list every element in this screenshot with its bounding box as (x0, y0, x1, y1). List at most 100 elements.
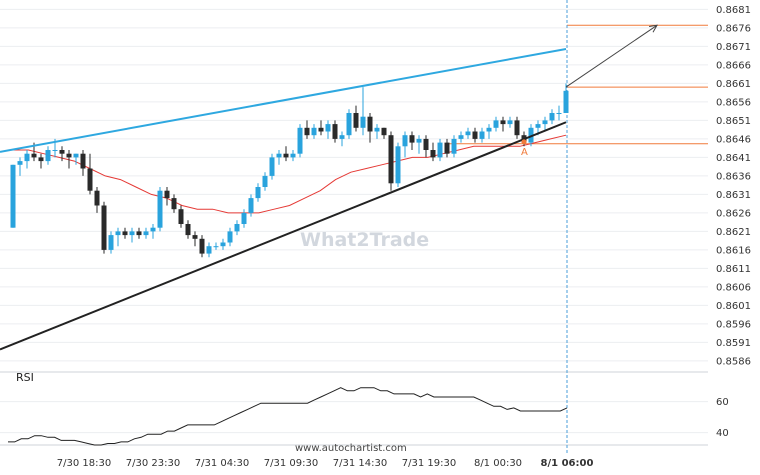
candle-body (514, 120, 520, 136)
candle-body (500, 120, 506, 125)
candle-body (10, 164, 16, 228)
y-tick-label: 0.8601 (716, 301, 751, 312)
candle-body (318, 127, 324, 132)
y-tick-label: 0.8636 (716, 171, 751, 182)
candle-body (402, 135, 408, 147)
x-tick-label: 8/1 00:30 (474, 458, 522, 469)
y-tick-label: 0.8631 (716, 190, 751, 201)
marker-point (521, 139, 527, 145)
candle-body (416, 138, 422, 143)
candle-body (213, 246, 219, 248)
rsi-tick-label: 60 (716, 397, 729, 408)
candle-body (528, 127, 534, 143)
candle-body (451, 138, 457, 154)
y-tick-label: 0.8621 (716, 227, 751, 238)
source-label: www.autochartist.com (295, 443, 407, 454)
candle-body (360, 116, 366, 128)
candle-body (178, 209, 184, 224)
y-tick-label: 0.8651 (716, 116, 751, 127)
candle-body (556, 113, 562, 114)
candle-body (38, 157, 44, 162)
watermark: What2Trade (300, 229, 429, 251)
y-tick-label: 0.8586 (716, 356, 751, 367)
candle-body (164, 190, 170, 199)
y-tick-label: 0.8656 (716, 97, 751, 108)
y-tick-label: 0.8626 (716, 208, 751, 219)
x-tick-label: 7/30 23:30 (126, 458, 180, 469)
y-tick-label: 0.8616 (716, 245, 751, 256)
y-tick-label: 0.8676 (716, 23, 751, 34)
candle-body (199, 238, 205, 254)
candle-body (122, 231, 128, 236)
y-tick-label: 0.8681 (716, 5, 751, 16)
candle-body (45, 150, 51, 162)
candle-body (185, 224, 191, 236)
projection-arrow-head (649, 24, 658, 33)
trend-lines (0, 24, 658, 351)
y-tick-label: 0.8591 (716, 338, 751, 349)
y-tick-label: 0.8611 (716, 264, 751, 275)
candle-body (87, 168, 93, 191)
candle-body (262, 175, 268, 187)
candle-body (220, 242, 226, 247)
rsi-label: RSI (16, 371, 34, 384)
candle-body (290, 153, 296, 158)
candle-body (563, 90, 569, 113)
candle-body (507, 120, 513, 125)
candle-body (311, 127, 317, 136)
candle-body (157, 190, 163, 228)
candle-body (227, 231, 233, 243)
candle-body (73, 153, 79, 158)
candle-body (143, 231, 149, 236)
x-tick-label: 7/31 19:30 (402, 458, 456, 469)
x-tick-label: 7/31 14:30 (333, 458, 387, 469)
candle-body (423, 138, 429, 150)
candle-body (479, 131, 485, 139)
y-axis: 0.8681 0.8676 0.8671 0.8666 0.8661 0.8656 0.86… (716, 5, 751, 439)
candle-body (409, 135, 415, 143)
marker-label: A (521, 147, 528, 158)
candle-body (94, 190, 100, 206)
candle-body (437, 142, 443, 158)
x-axis: 7/30 18:30 7/30 23:30 7/31 04:30 7/31 09:30… (57, 458, 594, 469)
candle-body (465, 131, 471, 136)
candle-body (52, 150, 58, 151)
candle-body (346, 113, 352, 136)
rsi-tick-label: 40 (716, 428, 729, 439)
candle-body (430, 150, 436, 158)
moving-average-line (13, 134, 567, 214)
support-trend-line (0, 121, 567, 351)
candle-body (108, 235, 114, 250)
candle-body (24, 153, 30, 162)
candle-body (283, 153, 289, 158)
candle-body (234, 224, 240, 232)
candle-body (241, 212, 247, 224)
y-tick-label: 0.8666 (716, 60, 751, 71)
y-tick-label: 0.8641 (716, 153, 751, 164)
candle-body (80, 153, 86, 169)
candle-body (472, 131, 478, 139)
candle-body (255, 187, 261, 199)
candle-body (493, 120, 499, 128)
candle-body (304, 127, 310, 136)
moving-average (13, 134, 567, 214)
horizontal-levels (447, 0, 708, 455)
candle-body (381, 127, 387, 136)
rsi-line (8, 387, 568, 446)
candle-body (136, 231, 142, 236)
candle-body (150, 227, 156, 232)
x-tick-label: 7/31 04:30 (195, 458, 249, 469)
candle-body (542, 120, 548, 125)
candle-body (535, 124, 541, 128)
candle-body (395, 146, 401, 184)
candle-body (549, 113, 555, 121)
candle-body (129, 231, 135, 236)
pattern-marker: A (521, 139, 528, 158)
y-tick-label: 0.8671 (716, 42, 751, 53)
x-tick-label: 7/31 09:30 (264, 458, 318, 469)
candle-body (339, 135, 345, 139)
y-tick-label: 0.8596 (716, 319, 751, 330)
x-tick-label: 7/30 18:30 (57, 458, 111, 469)
candle-body (171, 198, 177, 210)
candle-body (486, 127, 492, 132)
